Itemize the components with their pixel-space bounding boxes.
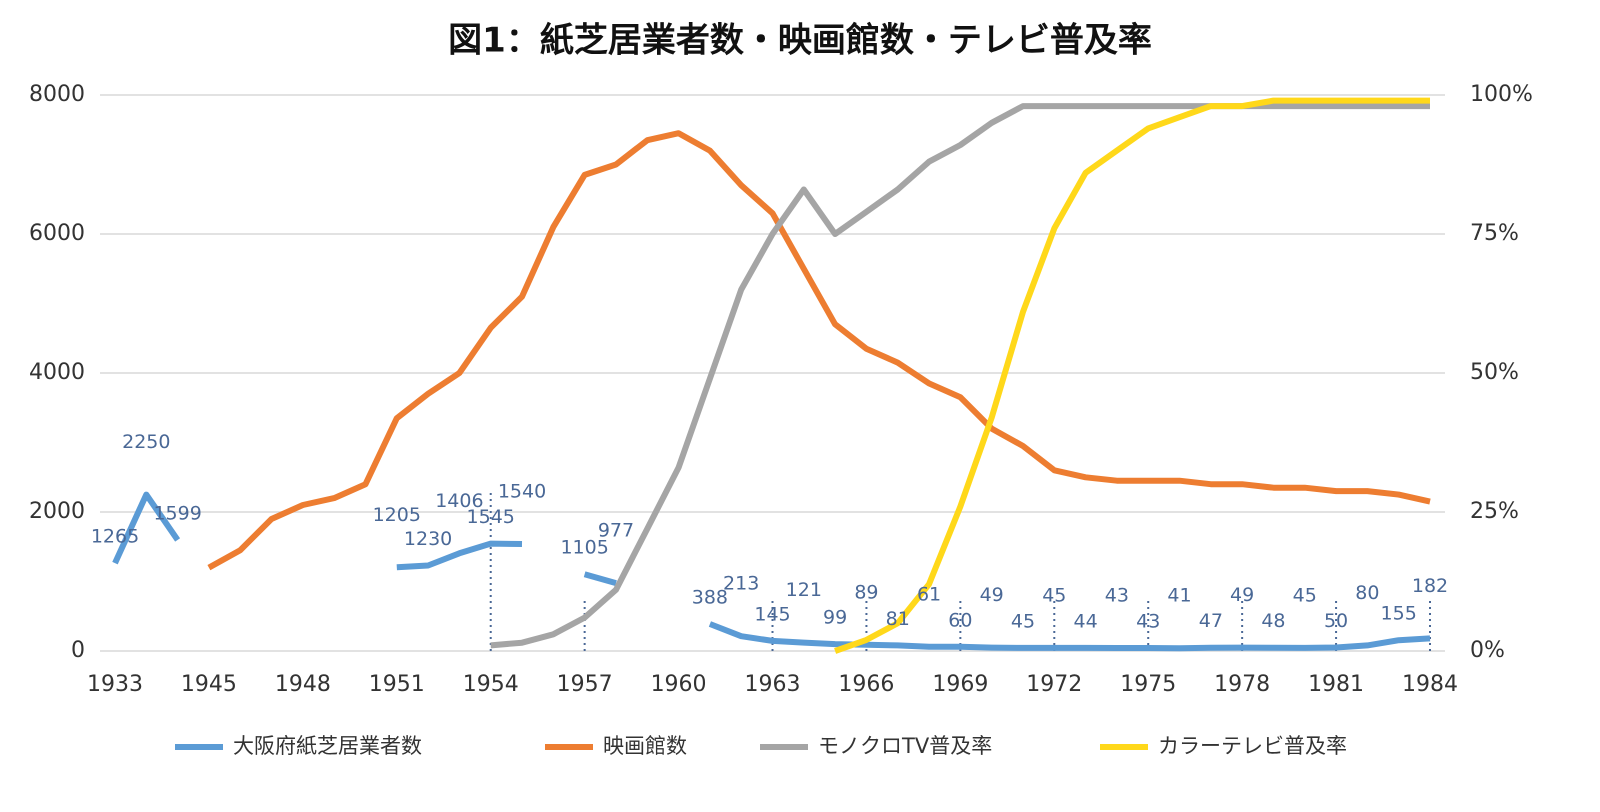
y-tick-label: 0	[71, 638, 85, 663]
data-label: 977	[598, 520, 634, 542]
data-label: 1105	[560, 537, 608, 559]
data-label: 155	[1381, 603, 1417, 625]
x-tick-label: 1972	[1026, 672, 1082, 697]
y-tick-label: 4000	[29, 360, 85, 385]
y2-tick-label: 100%	[1470, 82, 1533, 107]
data-label: 61	[917, 583, 941, 605]
data-label: 44	[1074, 610, 1098, 632]
x-tick-label: 1933	[87, 672, 143, 697]
series-line	[490, 103, 1430, 649]
data-label: 145	[754, 603, 790, 625]
data-label: 80	[1355, 582, 1379, 604]
data-label: 121	[786, 579, 822, 601]
data-label: 1545	[467, 506, 515, 528]
data-label: 50	[1324, 610, 1348, 632]
y2-tick-label: 25%	[1470, 499, 1519, 524]
y-tick-label: 2000	[29, 499, 85, 524]
x-tick-label: 1969	[932, 672, 988, 697]
x-tick-label: 1957	[557, 672, 613, 697]
y2-tick-label: 75%	[1470, 221, 1519, 246]
data-label: 45	[1011, 610, 1035, 632]
data-label: 1230	[404, 528, 452, 550]
series-line	[207, 130, 1431, 571]
data-label: 182	[1412, 575, 1448, 597]
x-tick-label: 1978	[1214, 672, 1270, 697]
data-label: 1205	[373, 504, 421, 526]
data-label: 388	[692, 587, 728, 609]
x-tick-label: 1948	[275, 672, 331, 697]
x-tick-label: 1981	[1308, 672, 1364, 697]
data-label: 1540	[498, 480, 546, 502]
plot	[112, 97, 1431, 654]
x-tick-label: 1951	[369, 672, 425, 697]
data-label: 41	[1167, 585, 1191, 607]
x-tick-label: 1975	[1120, 672, 1176, 697]
legend-label: 大阪府紙芝居業者数	[233, 734, 422, 758]
data-label: 60	[948, 609, 972, 631]
data-label: 48	[1261, 610, 1285, 632]
data-label: 81	[886, 608, 910, 630]
data-label: 49	[1230, 584, 1254, 606]
data-label: 99	[823, 607, 847, 629]
data-label: 49	[980, 584, 1004, 606]
grid	[100, 94, 1445, 652]
x-tick-label: 1966	[838, 672, 894, 697]
data-label: 1406	[435, 490, 483, 512]
data-label: 2250	[122, 431, 170, 453]
data-label: 43	[1136, 611, 1160, 633]
y2-tick-label: 0%	[1470, 638, 1505, 663]
y2-tick-label: 50%	[1470, 360, 1519, 385]
data-label: 47	[1199, 610, 1223, 632]
data-label: 213	[723, 573, 759, 595]
data-label: 1599	[153, 502, 201, 524]
legend-label: 映画館数	[603, 734, 687, 758]
legend-label: モノクロTV普及率	[818, 734, 992, 758]
y-tick-label: 8000	[29, 82, 85, 107]
legend-label: カラーテレビ普及率	[1158, 734, 1347, 758]
x-tick-label: 1945	[181, 672, 237, 697]
data-label: 1265	[91, 526, 139, 548]
x-tick-label: 1960	[651, 672, 707, 697]
data-label: 45	[1042, 584, 1066, 606]
series-line	[112, 491, 1431, 652]
x-tick-label: 1963	[745, 672, 801, 697]
y-tick-label: 6000	[29, 221, 85, 246]
chart-title: 図1：紙芝居業者数・映画館数・テレビ普及率	[448, 21, 1152, 61]
x-tick-label: 1954	[463, 672, 519, 697]
data-label: 43	[1105, 585, 1129, 607]
data-label: 89	[854, 581, 878, 603]
series-line	[834, 97, 1430, 654]
x-tick-label: 1984	[1402, 672, 1458, 697]
data-label: 45	[1293, 584, 1317, 606]
